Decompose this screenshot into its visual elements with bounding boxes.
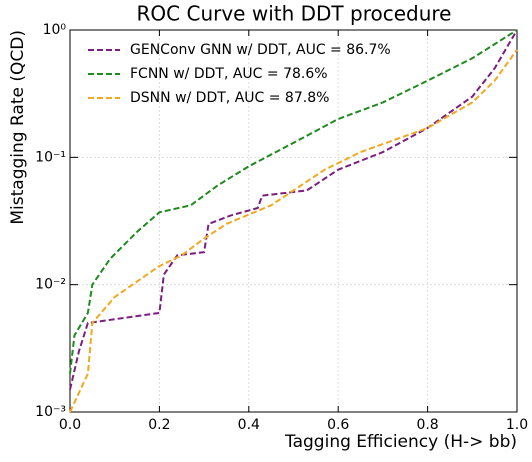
x-tick-label: 0.6 bbox=[327, 417, 349, 433]
y-tick-label: 10⁻¹ bbox=[35, 149, 66, 165]
y-tick-label: 10⁰ bbox=[43, 22, 67, 38]
x-tick-label: 0.0 bbox=[59, 417, 81, 433]
legend-label: FCNN w/ DDT, AUC = 78.6% bbox=[130, 66, 328, 82]
x-tick-label: 0.2 bbox=[148, 417, 170, 433]
legend-label: GENConv GNN w/ DDT, AUC = 86.7% bbox=[130, 42, 391, 58]
x-tick-label: 1.0 bbox=[506, 417, 528, 433]
y-tick-label: 10⁻² bbox=[35, 277, 66, 293]
x-axis-label: Tagging Efficiency (H-> bb) bbox=[284, 432, 517, 452]
legend-label: DSNN w/ DDT, AUC = 87.8% bbox=[130, 90, 329, 106]
chart-title: ROC Curve with DDT procedure bbox=[137, 2, 452, 26]
y-tick-label: 10⁻³ bbox=[35, 404, 66, 420]
line bbox=[69, 29, 518, 390]
x-tick-label: 0.8 bbox=[416, 417, 438, 433]
y-axis-label: Mistagging Rate (QCD) bbox=[8, 30, 28, 225]
line bbox=[69, 29, 518, 374]
plot-frame bbox=[69, 29, 518, 413]
x-tick-label: 0.4 bbox=[238, 417, 260, 433]
